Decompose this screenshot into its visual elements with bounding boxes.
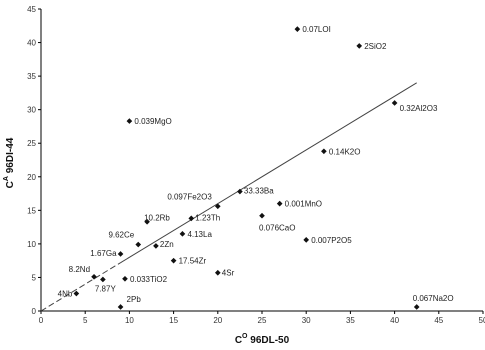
data-point: [214, 269, 221, 276]
y-tick-label: 0: [32, 307, 37, 316]
data-point-label: 0.007P2O5: [311, 236, 352, 245]
trendline-dashed-segment: [40, 262, 121, 312]
data-point-label: 33.33Ba: [244, 187, 274, 196]
y-axis-title: CA 96DI-44: [3, 137, 16, 188]
trendline-solid-segment: [120, 82, 417, 264]
y-axis-title-sup: A: [3, 176, 10, 181]
data-point: [413, 304, 420, 310]
data-point: [294, 26, 301, 32]
data-points: 0.07LOI 2SiO2 0.32Al2O3 0.039MgO 0.14K2O 33.3…: [58, 25, 454, 310]
data-point: [153, 243, 159, 249]
data-point: [237, 188, 243, 195]
data-point: [117, 251, 124, 257]
y-tick-label: 25: [27, 139, 36, 148]
x-tick-label: 25: [258, 316, 267, 325]
data-point-label: 0.001MnO: [285, 200, 322, 209]
tick-labels: 0 5 10 15 20 25 30 35 40 45 0 5 10 15 20 25 30 35 40 45 50: [27, 5, 485, 325]
y-tick-label: 15: [27, 206, 36, 215]
data-point-label: 0.32Al2O3: [400, 104, 438, 113]
data-point-label: 0.097Fe2O3: [167, 192, 212, 201]
data-point: [117, 304, 124, 310]
y-tick-label: 5: [32, 273, 37, 282]
data-point-label: 1.67Ga: [90, 249, 117, 258]
data-point: [356, 43, 363, 49]
data-point-label: 10.2Rb: [144, 214, 170, 223]
data-point-label: 1.23Th: [195, 213, 220, 222]
x-tick-label: 10: [125, 316, 134, 325]
x-tick-label: 45: [434, 316, 443, 325]
y-tick-label: 30: [27, 106, 36, 115]
data-point-label: 4.13La: [187, 230, 212, 239]
data-point: [321, 148, 327, 155]
data-point: [122, 275, 128, 282]
data-point-label: 0.067Na2O: [413, 294, 454, 303]
trendline: [40, 82, 417, 312]
data-point-label: 0.039MgO: [134, 117, 171, 126]
data-point: [126, 118, 133, 124]
x-tick-label: 30: [302, 316, 311, 325]
data-point-label: 0.14K2O: [329, 147, 361, 156]
y-tick-label: 35: [27, 72, 36, 81]
data-point-label: 0.076CaO: [259, 224, 295, 233]
data-point: [179, 230, 186, 237]
x-tick-label: 5: [83, 316, 88, 325]
data-point-label: 2Zn: [160, 240, 174, 249]
data-point-label: 8.2Nd: [69, 265, 90, 274]
x-tick-label: 50: [479, 316, 485, 325]
x-tick-label: 15: [169, 316, 178, 325]
data-point: [391, 100, 398, 106]
data-point-label: 2Pb: [127, 295, 142, 304]
y-tick-label: 10: [27, 240, 36, 249]
y-tick-label: 45: [27, 5, 36, 14]
x-tick-label: 0: [39, 316, 44, 325]
data-point: [135, 241, 142, 248]
data-point-label: 17.54Zr: [179, 257, 207, 266]
axes: [38, 8, 484, 314]
data-point-label: 4Nb: [58, 290, 73, 299]
data-point: [73, 290, 80, 297]
data-point-label: 4Sr: [222, 269, 235, 278]
data-point: [276, 200, 283, 207]
data-point: [188, 215, 195, 222]
data-point: [259, 212, 265, 219]
data-point: [170, 257, 177, 264]
data-point: [144, 218, 150, 225]
data-point-label: 0.07LOI: [302, 25, 330, 34]
x-tick-label: 20: [213, 316, 222, 325]
data-point-label: 0.033TiO2: [130, 275, 168, 284]
data-point-label: 9.62Ce: [108, 231, 134, 240]
data-point: [303, 237, 310, 243]
y-tick-label: 40: [27, 39, 36, 48]
x-axis-title-sup: O: [242, 333, 248, 340]
data-point: [100, 276, 106, 283]
data-point-label: 2SiO2: [364, 42, 387, 51]
data-point: [214, 203, 221, 210]
y-tick-label: 20: [27, 173, 36, 182]
x-axis-title: CO 96DL-50: [235, 333, 290, 346]
data-point: [91, 273, 97, 280]
x-tick-label: 40: [390, 316, 399, 325]
data-point-label: 7.87Y: [95, 284, 117, 293]
x-tick-label: 35: [346, 316, 355, 325]
